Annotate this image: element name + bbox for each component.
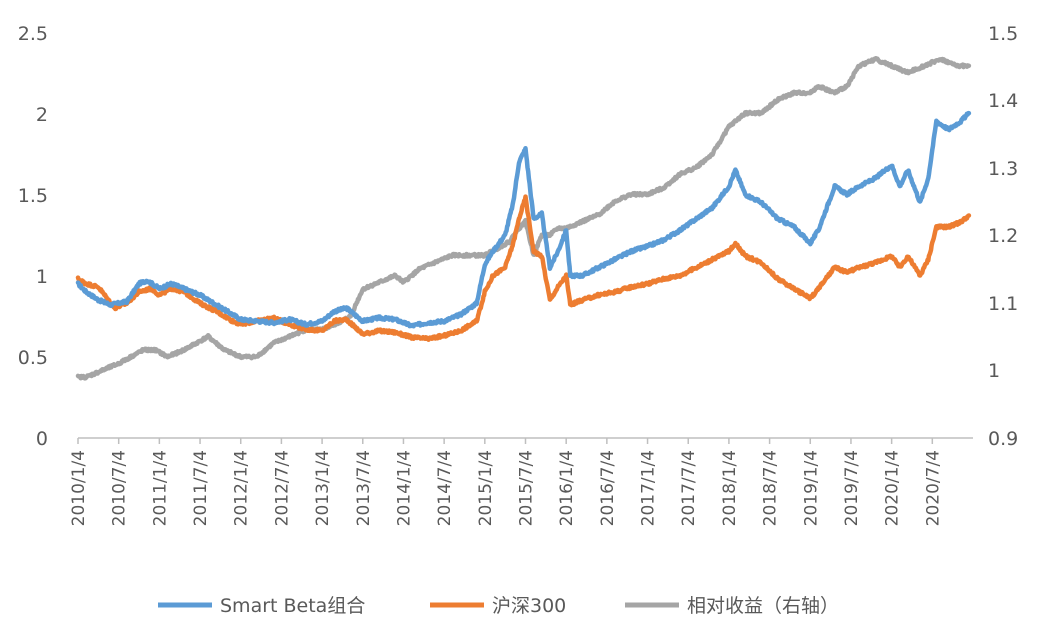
x-tick-label: 2016/7/4 — [598, 450, 618, 526]
x-tick-label: 2020/7/4 — [923, 450, 943, 526]
x-axis-ticks: 2010/1/4 2010/7/4 2011/1/4 2011/7/4 2012/1/4… — [69, 438, 943, 526]
left-y-tick-label: 0.5 — [18, 347, 48, 369]
right-y-tick-label: 1.4 — [988, 90, 1018, 112]
x-tick-label: 2019/7/4 — [842, 450, 862, 526]
x-tick-label: 2014/1/4 — [394, 450, 414, 526]
legend-label-relative: 相对收益（右轴） — [687, 595, 839, 617]
left-y-tick-label: 1 — [36, 266, 48, 288]
right-y-tick-label: 1.1 — [988, 293, 1018, 315]
x-tick-label: 2015/7/4 — [517, 450, 537, 526]
legend-label-hs300: 沪深300 — [492, 595, 566, 617]
series-layer — [75, 55, 972, 381]
x-tick-label: 2012/7/4 — [272, 450, 292, 526]
right-y-axis: 0.9 1 1.1 1.2 1.3 1.4 1.5 — [988, 23, 1018, 450]
right-y-tick-label: 1.3 — [988, 158, 1018, 180]
x-tick-label: 2020/1/4 — [883, 450, 903, 526]
x-tick-label: 2011/7/4 — [191, 450, 211, 526]
series-line-smart-beta — [75, 110, 972, 329]
x-tick-label: 2017/7/4 — [679, 450, 699, 526]
series-line-relative — [75, 55, 972, 381]
x-tick-label: 2018/7/4 — [761, 450, 781, 526]
right-y-tick-label: 1.2 — [988, 225, 1018, 247]
left-y-axis: 0 0.5 1 1.5 2 2.5 — [18, 23, 48, 450]
left-y-tick-label: 1.5 — [18, 185, 48, 207]
right-y-tick-label: 0.9 — [988, 428, 1018, 450]
x-tick-label: 2015/1/4 — [476, 450, 496, 526]
left-y-tick-label: 2 — [36, 104, 48, 126]
x-tick-label: 2013/1/4 — [313, 450, 333, 526]
left-y-tick-label: 2.5 — [18, 23, 48, 45]
x-tick-label: 2010/7/4 — [110, 450, 130, 526]
x-tick-label: 2012/1/4 — [232, 450, 252, 526]
legend-label-smart-beta: Smart Beta组合 — [220, 595, 365, 617]
x-tick-label: 2018/1/4 — [720, 450, 740, 526]
legend: Smart Beta组合 沪深300 相对收益（右轴） — [158, 595, 839, 617]
x-tick-label: 2011/1/4 — [150, 450, 170, 526]
left-y-tick-label: 0 — [36, 428, 48, 450]
right-y-tick-label: 1 — [988, 360, 1000, 382]
x-tick-label: 2016/1/4 — [557, 450, 577, 526]
x-tick-label: 2010/1/4 — [69, 450, 89, 526]
x-tick-label: 2013/7/4 — [354, 450, 374, 526]
x-tick-label: 2017/1/4 — [639, 450, 659, 526]
x-tick-label: 2014/7/4 — [435, 450, 455, 526]
right-y-tick-label: 1.5 — [988, 23, 1018, 45]
x-tick-label: 2019/1/4 — [801, 450, 821, 526]
series-line-hs300 — [75, 194, 972, 342]
